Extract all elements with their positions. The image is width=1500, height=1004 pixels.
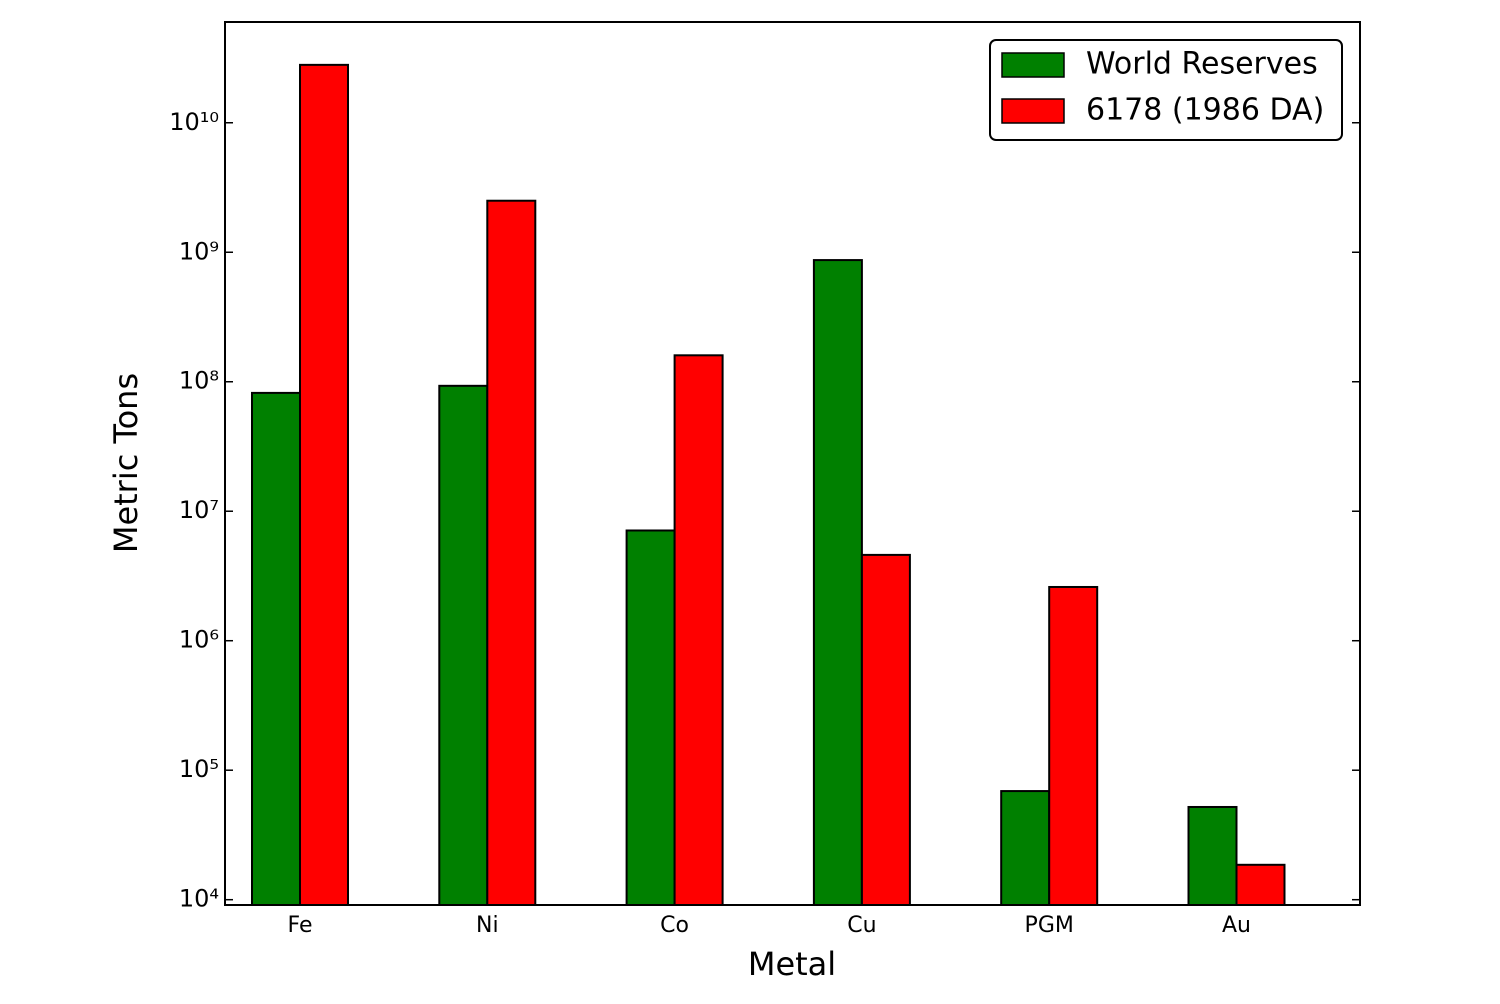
bar: [299, 63, 349, 907]
plot-frame: [224, 21, 1361, 906]
x-tick-label: Fe: [288, 913, 313, 938]
y-tick-label: 10⁶: [179, 626, 219, 654]
x-tick-label: PGM: [1025, 913, 1074, 938]
bar: [1235, 863, 1286, 907]
bar: [673, 354, 724, 906]
bar: [1048, 585, 1099, 906]
bar: [251, 391, 301, 906]
y-tick-label: 10⁷: [179, 496, 219, 524]
bar: [812, 259, 863, 906]
legend-label: World Reserves: [1086, 47, 1318, 82]
y-tick-label: 10⁵: [179, 755, 219, 783]
bar: [438, 384, 489, 907]
y-tick-label: 10⁸: [179, 367, 219, 395]
y-tick-label: 10⁴: [179, 885, 219, 913]
y-tick-label: 10¹⁰: [169, 108, 219, 136]
bar: [486, 199, 537, 906]
bar: [860, 553, 911, 907]
legend-swatch: [1001, 52, 1065, 78]
bar: [625, 529, 676, 907]
bar: [1000, 790, 1051, 906]
legend-label: 6178 (1986 DA): [1086, 93, 1324, 128]
x-tick-label: Ni: [476, 913, 499, 938]
legend-box: [989, 39, 1343, 141]
y-axis-label: Metric Tons: [107, 373, 145, 553]
y-tick-label: 10⁹: [179, 237, 219, 265]
x-tick-label: Au: [1222, 913, 1251, 938]
legend-swatch: [1001, 98, 1065, 124]
x-tick-label: Co: [660, 913, 689, 938]
x-axis-label: Metal: [748, 945, 836, 983]
x-tick-label: Cu: [847, 913, 876, 938]
bar: [1187, 805, 1238, 907]
